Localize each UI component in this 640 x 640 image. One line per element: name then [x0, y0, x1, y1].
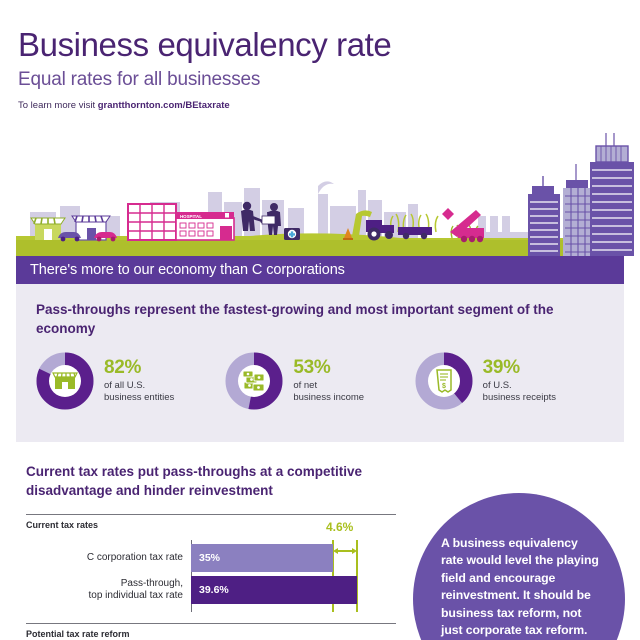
- bar-value-passthrough: 39.6%: [199, 584, 229, 596]
- traffic-cone: [343, 228, 353, 240]
- stat-label-53: of net business income: [293, 380, 364, 406]
- stat-text-39: 39% of U.S. business receipts: [473, 358, 556, 406]
- page-title: Business equivalency rate: [18, 26, 392, 63]
- city-illustration: HOSPITAL: [0, 128, 640, 256]
- stat-business-receipts: $ 39% of U.S. business receipts: [415, 352, 604, 410]
- skyscraper-3: [590, 133, 634, 256]
- svg-text:$: $: [442, 383, 446, 390]
- trailer: [398, 227, 432, 240]
- passthrough-panel: Pass-throughs represent the fastest-grow…: [16, 284, 624, 442]
- stat-label-39-line1: of U.S.: [482, 379, 512, 391]
- stat-percent-82: 82%: [104, 356, 142, 378]
- taxrate-panel: Current tax rates put pass-throughs at a…: [16, 456, 624, 639]
- donut-chart-39: $: [415, 352, 473, 410]
- stat-net-income: 53% of net business income: [225, 352, 414, 410]
- donut-chart-82: [36, 352, 94, 410]
- stat-label-53-line2: business income: [293, 392, 365, 404]
- visit-line: To learn more visit grantthornton.com/BE…: [18, 100, 640, 111]
- reform-label: Potential tax rate reform: [26, 629, 130, 639]
- stat-percent-53: 53%: [293, 356, 331, 378]
- storefront-green: [30, 217, 66, 240]
- visit-prefix: To learn more visit: [18, 99, 98, 111]
- callout-circle: A business equivalency rate would level …: [413, 493, 625, 640]
- document-sheet: [261, 215, 276, 225]
- stat-text-53: 53% of net business income: [283, 358, 364, 406]
- delta-label: 4.6%: [326, 520, 354, 534]
- bar-label-passthrough: Pass-through, top individual tax rate: [88, 577, 183, 601]
- stat-label-82: of all U.S. business entities: [104, 380, 174, 406]
- stat-label-39-line2: business receipts: [482, 392, 557, 404]
- bar-label-c-corp: C corporation tax rate: [86, 551, 183, 563]
- bar-value-c-corp: 35%: [199, 552, 221, 564]
- visit-url[interactable]: grantthornton.com/BEtaxrate: [97, 99, 230, 111]
- guide-line-396: [356, 540, 358, 612]
- donut-chart-53: [225, 352, 283, 410]
- stat-business-entities: 82% of all U.S. business entities: [36, 352, 225, 410]
- storefront-icon: [36, 352, 94, 410]
- stat-label-82-line1: of all U.S.: [104, 379, 146, 391]
- stat-text-82: 82% of all U.S. business entities: [94, 358, 174, 406]
- banner-text: There's more to our economy than C corpo…: [30, 262, 345, 278]
- bar-c-corp: 35%: [191, 544, 333, 572]
- skyscraper-1: [528, 176, 560, 256]
- ground-green-2: [16, 240, 624, 256]
- hospital-building: HOSPITAL: [175, 212, 235, 241]
- passthrough-heading: Pass-throughs represent the fastest-grow…: [36, 302, 554, 337]
- callout-text: A business equivalency rate would level …: [441, 536, 599, 638]
- excavator-magenta: [442, 208, 484, 243]
- cash-stack-icon: [225, 352, 283, 410]
- city-scene-svg: HOSPITAL: [16, 133, 634, 256]
- delta-arrow-icon: [333, 542, 357, 554]
- stat-label-82-line2: business entities: [104, 392, 175, 404]
- tractor: [366, 220, 394, 241]
- car-magenta: [94, 232, 117, 242]
- header: Business equivalency rate Equal rates fo…: [0, 0, 640, 111]
- tax-rate-bar-chart: 4.6% C corporation tax rate 35% Pass-thr…: [26, 520, 406, 616]
- divider-top: [26, 514, 396, 515]
- page-subtitle: Equal rates for all businesses: [18, 68, 261, 90]
- divider-bottom: [26, 623, 396, 624]
- skyscraper-2: [563, 164, 593, 256]
- office-building-magenta: [127, 203, 177, 241]
- medical-bag-icon: [284, 228, 300, 240]
- taxrate-heading: Current tax rates put pass-throughs at a…: [26, 464, 363, 499]
- donut-stats-row: 82% of all U.S. business entities: [36, 352, 604, 410]
- stat-label-39: of U.S. business receipts: [483, 380, 556, 406]
- stat-percent-39: 39%: [482, 356, 520, 378]
- table-row: Pass-through, top individual tax rate 39…: [26, 576, 406, 604]
- stat-label-53-line1: of net: [293, 379, 318, 391]
- current-rates-label: Current tax rates: [26, 520, 99, 530]
- economy-banner: There's more to our economy than C corpo…: [16, 256, 624, 284]
- harvester-arm: [352, 210, 372, 236]
- car-purple: [58, 232, 81, 242]
- table-row: C corporation tax rate 35%: [26, 544, 406, 572]
- receipt-icon: $: [415, 352, 473, 410]
- svg-text:HOSPITAL: HOSPITAL: [180, 214, 202, 219]
- bar-passthrough: 39.6%: [191, 576, 357, 604]
